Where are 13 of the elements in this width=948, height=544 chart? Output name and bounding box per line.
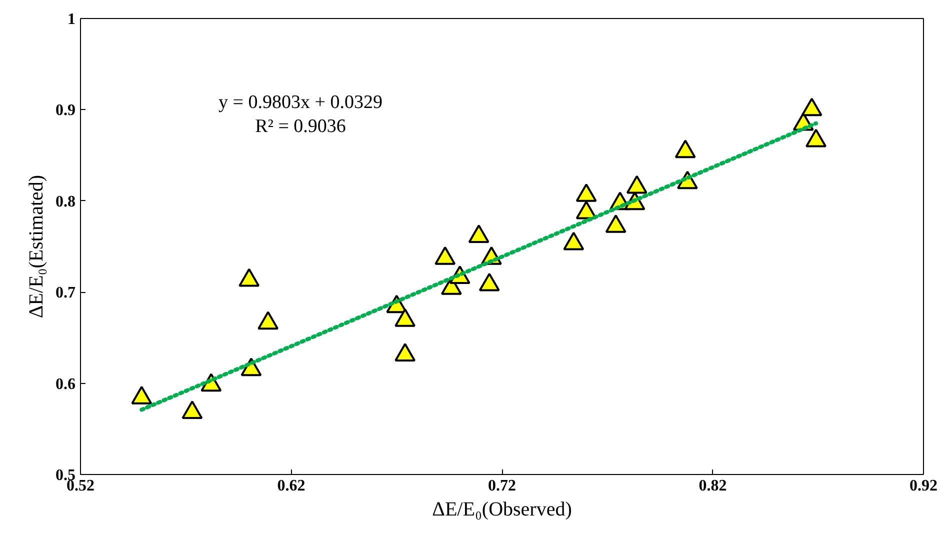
x-axis-title: ΔE/E₀(Observed) [432, 498, 572, 520]
x-tick-label: 0.92 [910, 478, 938, 494]
x-tick-label: 0.72 [488, 478, 516, 494]
y-tick-label: 1 [68, 11, 76, 28]
annotation: y = 0.9803x + 0.0329 [218, 92, 382, 113]
annotation: R² = 0.9036 [255, 116, 346, 137]
y-axis-title: ΔE/E₀(Estimated) [26, 174, 48, 318]
y-tick-label: 0.8 [56, 193, 76, 210]
y-tick-label: 0.6 [56, 376, 76, 393]
y-tick-label: 0.9 [56, 102, 76, 120]
x-tick-label: 0.82 [698, 478, 727, 494]
y-tick-label: 0.7 [56, 284, 76, 302]
x-tick-label: 0.62 [277, 478, 306, 494]
